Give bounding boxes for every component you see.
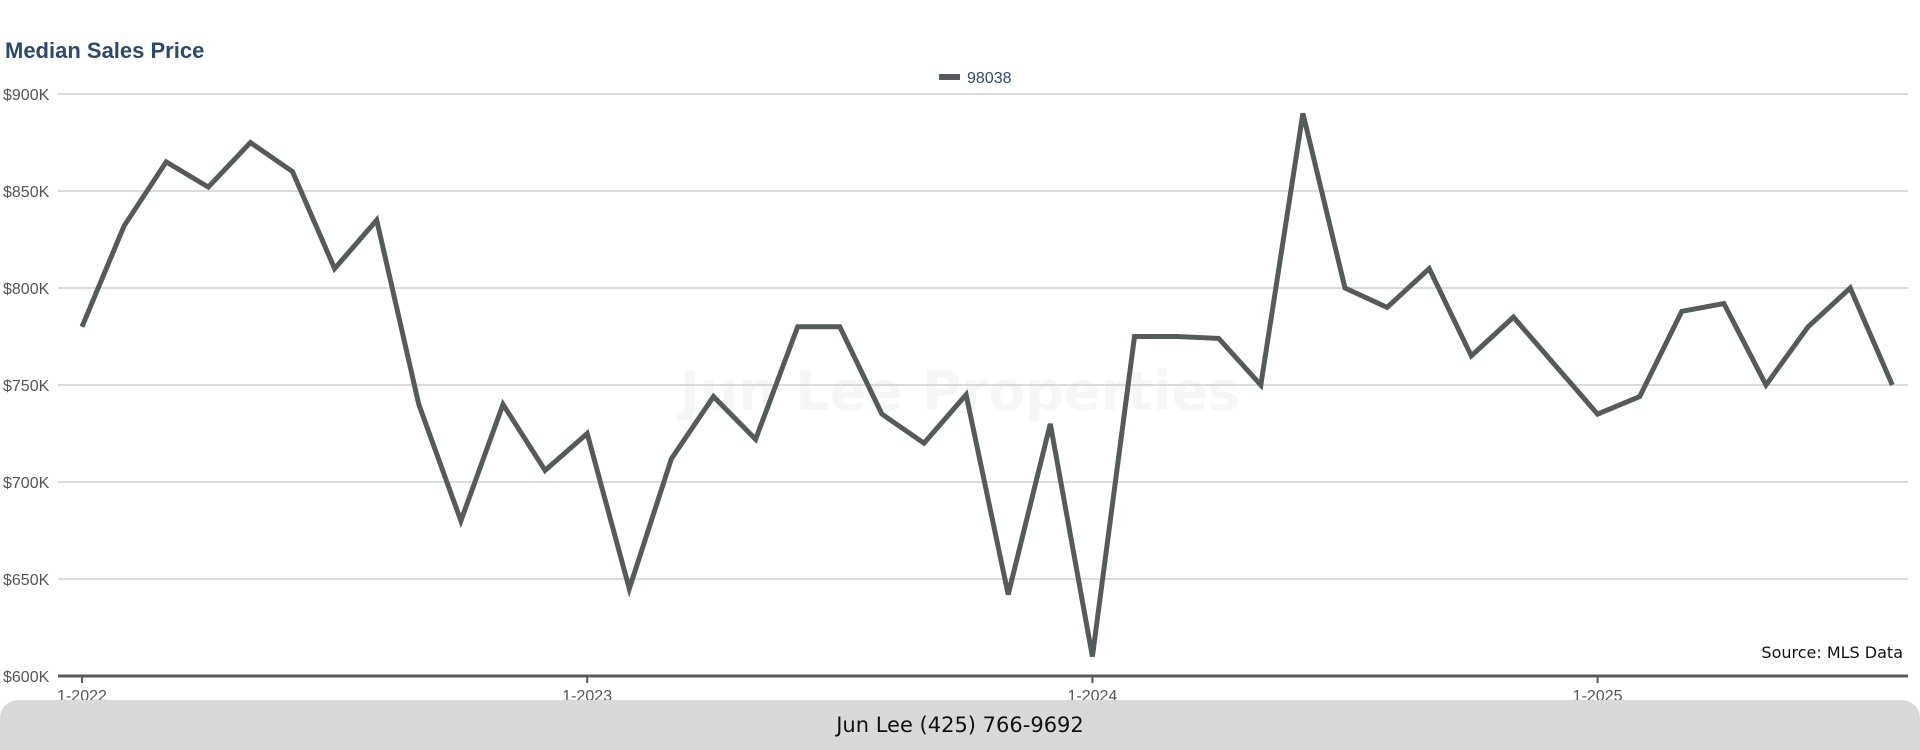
watermark: Jun Lee Properties <box>676 360 1241 423</box>
series-layer <box>79 112 1895 658</box>
y-tick-label: $700K <box>3 475 50 492</box>
y-tick-label: $750K <box>3 378 50 395</box>
series-line-98038 <box>79 112 1895 658</box>
source-note: Source: MLS Data <box>1761 643 1903 662</box>
x-tick-label: 1-2022 <box>57 688 107 700</box>
y-tick-label: $800K <box>3 281 50 298</box>
x-tick-label: 1-2025 <box>1573 688 1623 700</box>
y-tick-label: $600K <box>3 669 50 686</box>
legend-label: 98038 <box>967 70 1012 87</box>
legend: 98038 <box>939 70 1012 87</box>
x-axis: 1-2022 1-2023 1-2024 1-2025 <box>57 674 1908 700</box>
x-tick-label: 1-2023 <box>562 688 612 700</box>
footer-contact: Jun Lee (425) 766-9692 <box>836 713 1084 737</box>
y-tick-label: $850K <box>3 184 50 201</box>
y-tick-label: $900K <box>3 87 50 104</box>
gridlines <box>58 93 1908 580</box>
y-axis: $900K $850K $800K $750K $700K $650K $600K <box>3 87 50 686</box>
line-chart: Jun Lee Properties $900K$850K$800K$750K$… <box>3 70 1908 700</box>
x-tick-label: 1-2024 <box>1067 688 1117 700</box>
chart-title: Median Sales Price <box>5 38 205 63</box>
footer-bar: Jun Lee (425) 766-9692 <box>0 700 1920 750</box>
y-tick-label: $650K <box>3 572 50 589</box>
